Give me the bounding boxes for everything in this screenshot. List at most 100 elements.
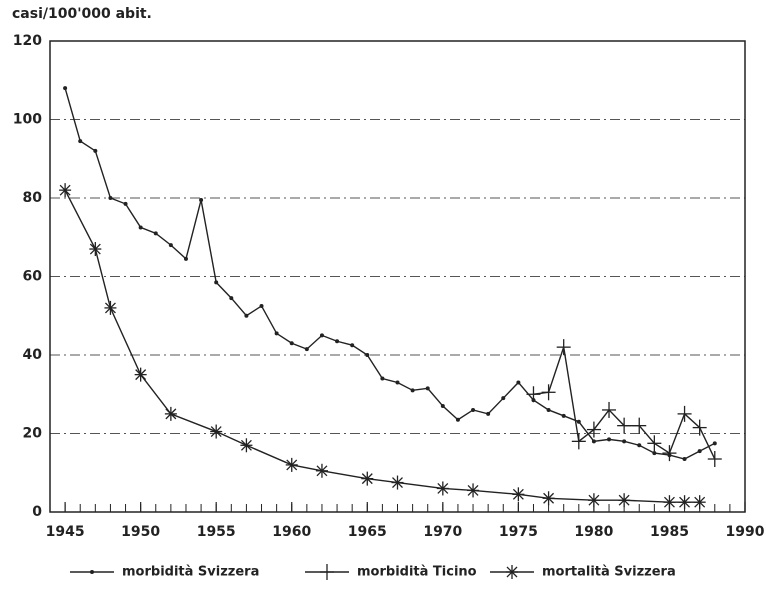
marker — [541, 384, 556, 401]
marker — [678, 495, 691, 510]
marker — [591, 439, 596, 444]
marker — [361, 471, 374, 486]
marker — [289, 341, 294, 346]
marker-stroke — [240, 439, 252, 451]
marker — [571, 433, 586, 450]
marker-stroke — [437, 482, 449, 494]
x-tick-label: 1980 — [574, 524, 613, 540]
marker-dot — [380, 376, 385, 381]
marker — [663, 495, 676, 510]
marker — [712, 441, 717, 446]
y-tick-label: 0 — [32, 504, 42, 520]
marker — [652, 451, 657, 456]
marker-stroke — [506, 566, 518, 578]
marker-dot — [319, 333, 324, 338]
marker — [304, 347, 309, 352]
marker-dot — [214, 280, 219, 285]
marker-stroke — [286, 459, 298, 471]
marker — [59, 183, 72, 198]
marker — [320, 564, 334, 580]
marker-dot — [304, 347, 309, 352]
marker-dot — [697, 449, 702, 454]
marker — [602, 401, 617, 418]
marker-dot — [123, 201, 128, 206]
marker-dot — [199, 197, 204, 202]
marker — [440, 404, 445, 409]
marker — [335, 339, 340, 344]
marker — [677, 405, 692, 422]
marker — [395, 380, 400, 385]
marker — [164, 406, 177, 421]
marker — [199, 197, 204, 202]
legend-item: mortalità Svizzera — [490, 565, 676, 580]
marker-dot — [335, 339, 340, 344]
marker-dot — [546, 407, 551, 412]
marker — [244, 313, 249, 318]
marker — [153, 231, 158, 236]
marker — [391, 475, 404, 490]
marker — [315, 463, 328, 478]
marker-dot — [78, 139, 83, 144]
marker — [647, 435, 662, 452]
marker-stroke — [663, 496, 675, 508]
marker — [546, 407, 551, 412]
x-tick-label: 1990 — [726, 524, 765, 540]
marker-stroke — [679, 496, 691, 508]
marker-stroke — [165, 408, 177, 420]
marker-stroke — [543, 492, 555, 504]
marker — [692, 419, 707, 436]
marker-stroke — [694, 496, 706, 508]
marker-dot — [259, 303, 264, 308]
marker-dot — [440, 404, 445, 409]
marker — [240, 438, 253, 453]
legend-label: morbidità Ticino — [357, 565, 477, 580]
marker — [632, 417, 647, 434]
marker — [319, 333, 324, 338]
marker — [365, 353, 370, 357]
marker-dot — [90, 570, 94, 574]
marker — [556, 339, 571, 356]
marker-dot — [274, 331, 279, 336]
marker-dot — [229, 296, 234, 301]
legend-item: morbidità Ticino — [305, 564, 477, 580]
marker — [214, 280, 219, 285]
marker — [486, 411, 491, 416]
marker — [526, 386, 541, 403]
marker-dot — [425, 386, 430, 391]
marker — [350, 343, 355, 348]
legend-label: morbidità Svizzera — [122, 565, 259, 580]
x-tick-label: 1965 — [348, 524, 387, 540]
marker-dot — [455, 417, 460, 422]
marker-stroke — [316, 465, 328, 477]
marker-dot — [350, 343, 355, 348]
marker — [471, 407, 476, 412]
marker — [622, 439, 627, 444]
marker-stroke — [59, 184, 71, 196]
y-tick-label: 120 — [13, 33, 42, 49]
marker — [455, 417, 460, 422]
marker — [78, 139, 83, 144]
marker-stroke — [512, 488, 524, 500]
marker — [123, 201, 128, 206]
marker — [637, 443, 642, 448]
marker — [168, 243, 173, 248]
y-tick-label: 80 — [23, 190, 43, 206]
marker — [501, 396, 506, 401]
marker-dot — [289, 341, 294, 346]
marker-dot — [365, 353, 370, 357]
marker — [506, 565, 518, 579]
marker — [134, 367, 147, 382]
marker-dot — [561, 413, 566, 418]
marker-dot — [153, 231, 158, 236]
y-tick-label: 100 — [13, 112, 42, 128]
marker-stroke — [588, 494, 600, 506]
marker — [90, 570, 94, 574]
marker-dot — [93, 148, 98, 153]
marker — [138, 225, 143, 230]
marker — [542, 491, 555, 506]
marker-dot — [63, 86, 68, 91]
marker-stroke — [210, 426, 222, 437]
series-line — [64, 87, 716, 460]
marker-dot — [607, 437, 612, 442]
